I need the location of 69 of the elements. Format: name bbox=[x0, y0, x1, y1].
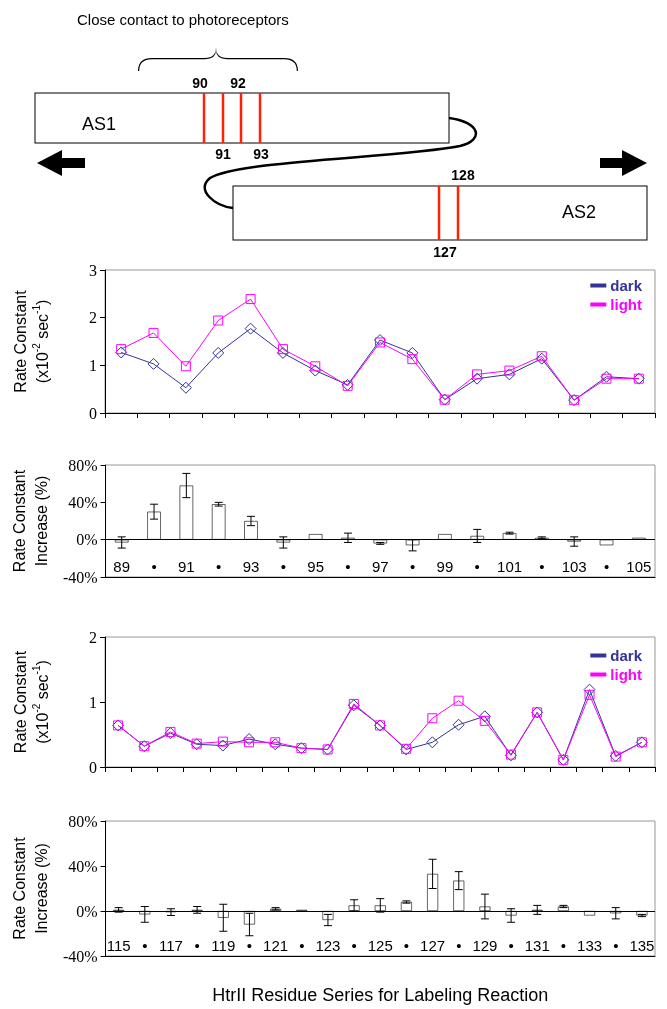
x-tick-label: 103 bbox=[561, 558, 587, 575]
x-tick-label: 121 bbox=[263, 937, 289, 954]
x-tick-label: • bbox=[403, 937, 410, 954]
legend-label: dark bbox=[610, 647, 643, 664]
x-tick-label: • bbox=[409, 558, 416, 575]
y-axis-title: Rate Constant Increase (%) bbox=[10, 836, 50, 940]
y-tick-label: -40% bbox=[62, 568, 98, 586]
text: 92 bbox=[230, 75, 246, 91]
x-tick-label: • bbox=[194, 937, 200, 954]
x-tick-label: • bbox=[345, 558, 351, 575]
y-tick-label: 2 bbox=[89, 628, 97, 646]
y-tick-label: 40% bbox=[68, 857, 98, 875]
x-tick-label: • bbox=[351, 937, 357, 954]
y-tick-label: 0% bbox=[76, 531, 98, 549]
text: 91 bbox=[215, 146, 231, 162]
y-tick-label: 0 bbox=[89, 758, 97, 776]
x-tick-label: • bbox=[508, 937, 514, 954]
x-tick-label: 89 bbox=[113, 558, 131, 575]
x-tick-label: 135 bbox=[629, 937, 655, 954]
y-tick-label: 0 bbox=[89, 404, 97, 422]
x-tick-label: 115 bbox=[106, 937, 131, 954]
x-tick-label: 91 bbox=[178, 558, 195, 575]
text: Close contact to photoreceptors bbox=[77, 11, 289, 28]
text: AS1 bbox=[82, 114, 117, 134]
y-tick-label: 1 bbox=[89, 356, 97, 374]
x-tick-label: 105 bbox=[626, 558, 652, 575]
x-tick-label: • bbox=[603, 558, 610, 575]
x-tick-label: • bbox=[246, 937, 253, 954]
x-tick-label: 133 bbox=[577, 937, 603, 954]
y-tick-label: 1 bbox=[89, 693, 97, 711]
x-tick-label: 127 bbox=[420, 937, 446, 954]
x-tick-label: • bbox=[613, 937, 619, 954]
x-tick-label: 95 bbox=[307, 558, 324, 575]
text: 128 bbox=[451, 167, 475, 183]
x-tick-label: 93 bbox=[242, 558, 260, 575]
x-tick-label: 119 bbox=[211, 937, 236, 954]
x-tick-label: • bbox=[151, 558, 157, 575]
x-tick-label: 129 bbox=[472, 937, 498, 954]
y-tick-label: 2 bbox=[89, 309, 97, 327]
text: 127 bbox=[433, 244, 457, 260]
x-tick-label: 97 bbox=[371, 558, 389, 575]
legend-label: light bbox=[610, 666, 642, 683]
legend-label: dark bbox=[610, 277, 643, 294]
x-tick-label: • bbox=[216, 558, 222, 575]
y-tick-label: 40% bbox=[68, 493, 98, 511]
x-tick-label: • bbox=[299, 937, 305, 954]
y-axis-title: Rate Constant Increase (%) bbox=[10, 469, 50, 573]
y-tick-label: 80% bbox=[68, 812, 98, 830]
y-tick-label: 80% bbox=[68, 456, 98, 474]
x-tick-label: • bbox=[142, 937, 148, 954]
x-tick-label: 101 bbox=[497, 558, 523, 575]
x-tick-label: 123 bbox=[315, 937, 341, 954]
x-tick-label: 131 bbox=[524, 937, 550, 954]
legend-label: light bbox=[610, 296, 642, 313]
x-tick-label: 99 bbox=[436, 558, 454, 575]
text: 90 bbox=[192, 75, 208, 91]
x-axis-title: HtrII Residue Series for Labeling Reaction bbox=[212, 985, 549, 1005]
text: 93 bbox=[253, 146, 269, 162]
x-tick-label: • bbox=[560, 937, 567, 954]
x-tick-label: • bbox=[539, 558, 545, 575]
x-tick-label: 125 bbox=[367, 937, 393, 954]
x-tick-label: • bbox=[456, 937, 462, 954]
x-tick-label: • bbox=[474, 558, 480, 575]
x-tick-label: • bbox=[280, 558, 286, 575]
y-tick-label: 3 bbox=[89, 261, 97, 279]
text: AS2 bbox=[562, 202, 597, 222]
y-tick-label: -40% bbox=[62, 947, 98, 965]
x-tick-label: 117 bbox=[159, 937, 183, 954]
y-tick-label: 0% bbox=[76, 902, 98, 920]
